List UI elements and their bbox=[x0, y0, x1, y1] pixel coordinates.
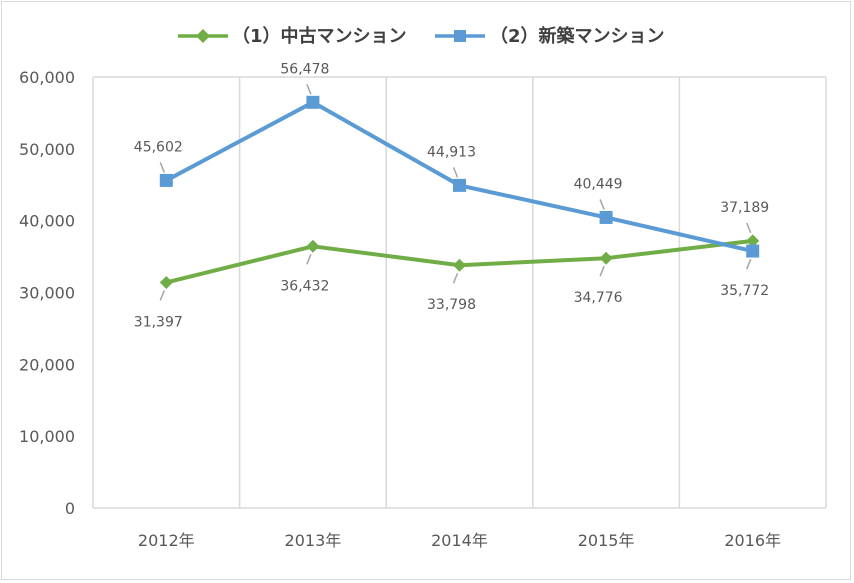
x-tick-label: 2012年 bbox=[138, 531, 195, 550]
data-point-series-2 bbox=[453, 178, 466, 192]
series-line-2 bbox=[165, 100, 754, 253]
data-label-series-2: 56,478 bbox=[280, 61, 329, 77]
legend-label-series-1: （1）中古マンション bbox=[232, 25, 407, 47]
data-point-series-2 bbox=[306, 95, 320, 109]
data-label-series-2: 44,913 bbox=[427, 144, 476, 160]
leader-line bbox=[306, 84, 312, 95]
data-label-series-2: 45,602 bbox=[134, 139, 183, 155]
data-point-series-2 bbox=[746, 244, 760, 258]
data-point-series-2 bbox=[159, 173, 173, 187]
data-point-series-2 bbox=[599, 210, 613, 224]
leader-line bbox=[599, 265, 605, 277]
leader-line bbox=[599, 199, 605, 210]
y-tick-label: 50,000 bbox=[19, 140, 75, 159]
data-label-series-2: 40,449 bbox=[574, 176, 623, 192]
data-point-series-1 bbox=[159, 275, 173, 289]
y-tick-label: 0 bbox=[65, 499, 75, 518]
legend-item-series-1: （1）中古マンション bbox=[178, 25, 407, 47]
legend: （1）中古マンション （2）新築マンション bbox=[178, 25, 665, 47]
legend-item-series-2: （2）新築マンション bbox=[435, 25, 665, 47]
data-point-series-1 bbox=[453, 258, 466, 272]
data-label-series-1: 31,397 bbox=[134, 314, 183, 330]
leader-line bbox=[746, 258, 752, 270]
data-point-series-1 bbox=[746, 234, 760, 248]
y-axis-ticks: 0 10,000 20,000 30,000 40,000 50,000 60,000 bbox=[19, 68, 75, 518]
data-point-series-1 bbox=[306, 239, 320, 253]
x-tick-label: 2016年 bbox=[724, 531, 781, 550]
y-tick-label: 30,000 bbox=[19, 284, 75, 303]
x-tick-label: 2014年 bbox=[431, 531, 488, 550]
y-tick-label: 60,000 bbox=[19, 68, 75, 87]
x-axis-ticks: 2012年 2013年 2014年 2015年 2016年 bbox=[138, 531, 781, 550]
data-label-series-1: 37,189 bbox=[720, 200, 769, 216]
data-point-series-1 bbox=[599, 251, 613, 265]
data-label-series-1: 34,776 bbox=[574, 290, 623, 306]
y-tick-label: 10,000 bbox=[19, 427, 75, 446]
y-tick-label: 40,000 bbox=[19, 212, 75, 231]
legend-marker-series-2 bbox=[454, 30, 466, 42]
data-label-series-2: 35,772 bbox=[720, 283, 769, 299]
leader-line bbox=[159, 162, 165, 173]
axes bbox=[92, 76, 827, 509]
leader-line bbox=[306, 254, 312, 265]
leader-line bbox=[452, 272, 459, 284]
x-tick-label: 2015年 bbox=[578, 531, 635, 550]
legend-marker-series-1 bbox=[196, 29, 210, 43]
x-tick-label: 2013年 bbox=[285, 531, 342, 550]
y-tick-label: 20,000 bbox=[19, 355, 75, 374]
data-label-series-1: 33,798 bbox=[427, 297, 476, 313]
legend-label-series-2: （2）新築マンション bbox=[490, 25, 665, 47]
leader-line bbox=[452, 167, 459, 178]
leader-line bbox=[746, 222, 752, 234]
data-labels: 31,397 36,432 33,798 34,776 37,189 45,602 56,4… bbox=[134, 61, 769, 330]
series-layer bbox=[159, 95, 760, 289]
gridlines bbox=[238, 77, 681, 508]
leader-line bbox=[159, 290, 165, 301]
data-label-series-1: 36,432 bbox=[280, 278, 329, 294]
